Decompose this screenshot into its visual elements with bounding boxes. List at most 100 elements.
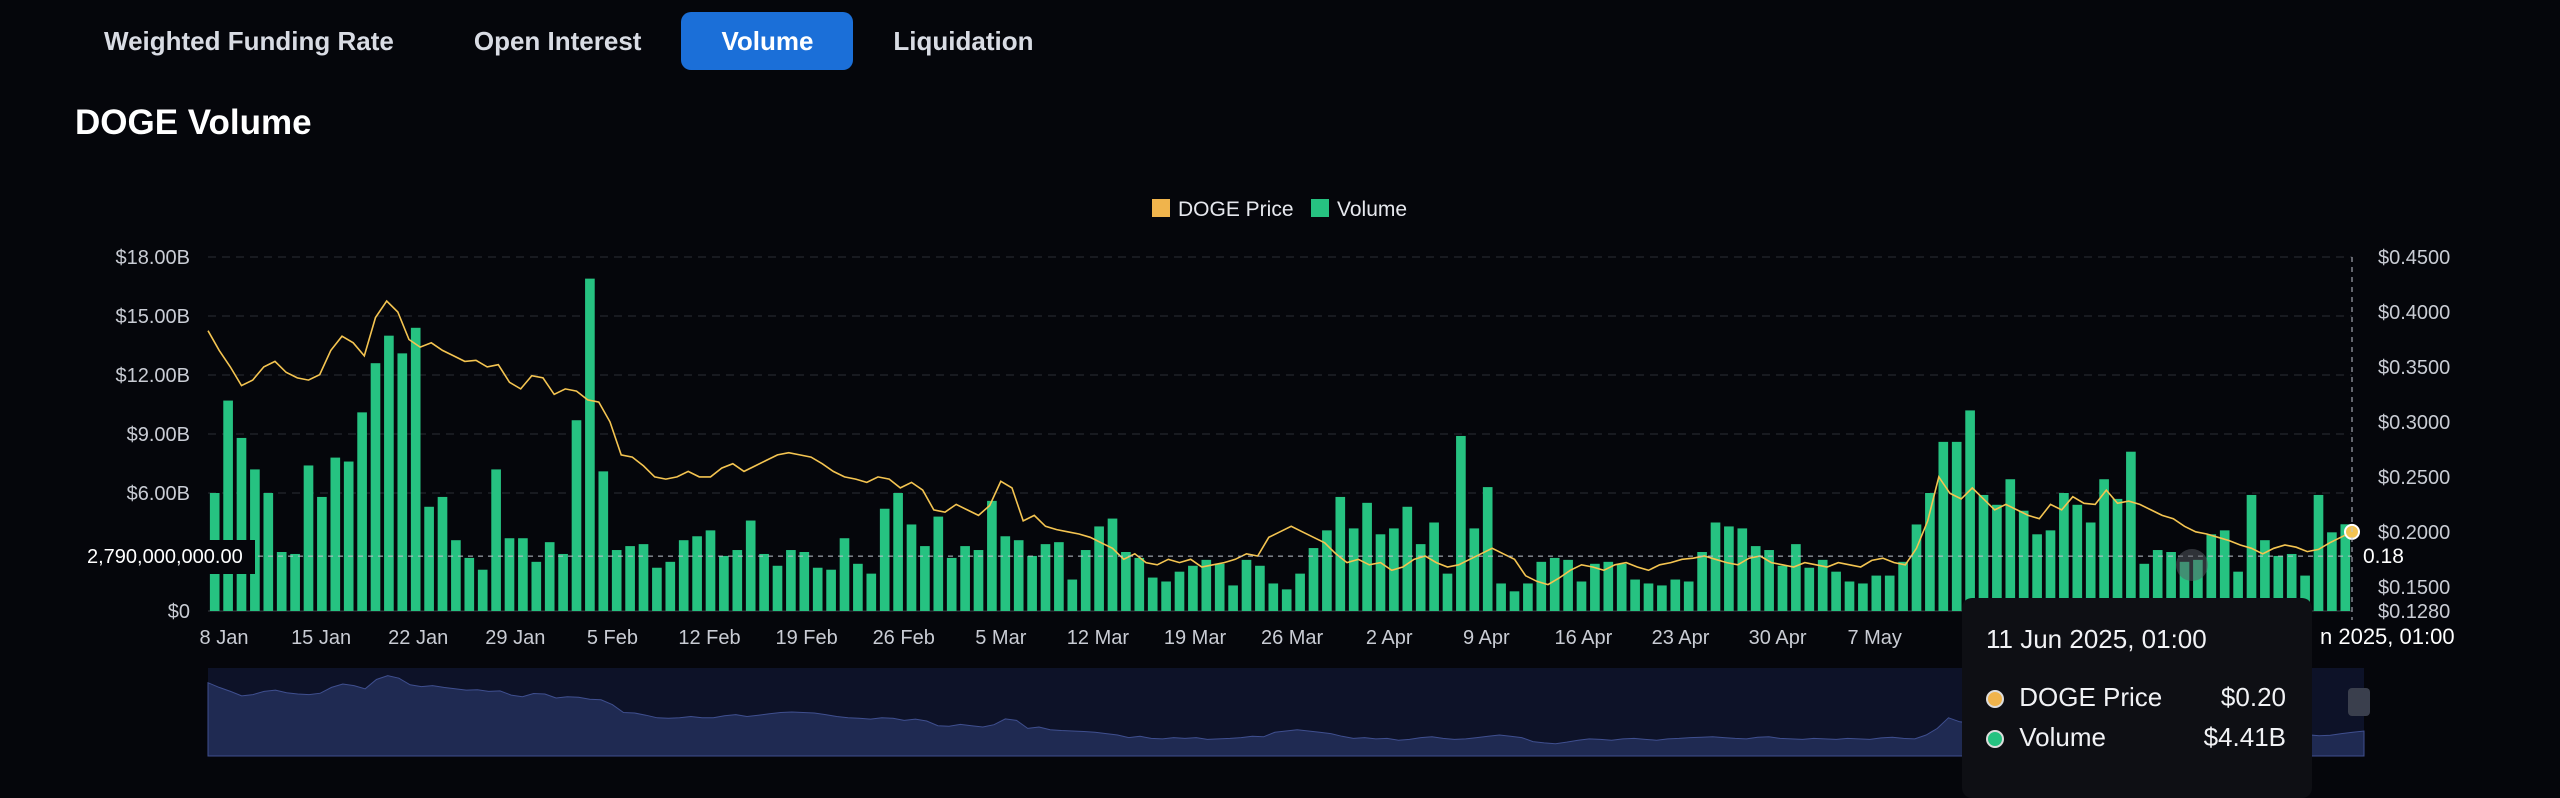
volume-bar xyxy=(1214,563,1225,611)
volume-bar xyxy=(2286,553,2297,611)
volume-bar xyxy=(2273,555,2284,611)
volume-bar xyxy=(1536,561,1547,611)
volume-bar xyxy=(665,561,676,611)
volume-bar xyxy=(799,552,810,611)
metric-tabs: Weighted Funding Rate Open Interest Volu… xyxy=(64,12,1074,70)
volume-bar xyxy=(384,335,394,611)
volume-bar xyxy=(719,555,729,611)
volume-bar xyxy=(732,550,743,611)
x-tick-label: 26 Mar xyxy=(1261,627,1324,649)
x-tick-label: 15 Jan xyxy=(291,627,351,649)
volume-bar xyxy=(2327,532,2337,611)
volume-bar xyxy=(2166,552,2176,611)
volume-bar xyxy=(491,469,501,611)
legend-label-volume: Volume xyxy=(1337,198,1407,221)
volume-bar xyxy=(826,569,836,611)
tab-weighted-funding-rate[interactable]: Weighted Funding Rate xyxy=(104,25,394,56)
volume-bar xyxy=(946,557,957,611)
tooltip-row-volume: Volume $4.41B xyxy=(1986,722,2286,753)
volume-bar xyxy=(236,437,247,611)
y-right-tick-label: $0.4000 xyxy=(2378,302,2450,324)
volume-bar xyxy=(518,538,528,611)
volume-bar xyxy=(370,363,381,611)
x-tick-label: 22 Jan xyxy=(388,627,448,649)
tooltip-volume-label: Volume xyxy=(2019,722,2106,752)
volume-bar xyxy=(879,508,890,611)
volume-bar xyxy=(1603,561,1614,611)
volume-bar xyxy=(1268,583,1279,611)
volume-bar xyxy=(1978,494,1989,611)
volume-bar xyxy=(1496,583,1506,611)
x-tick-label: 9 Apr xyxy=(1463,627,1510,649)
volume-bar xyxy=(451,540,461,611)
volume-bars xyxy=(209,278,2351,611)
volume-bar xyxy=(1670,579,1681,611)
x-tick-label: 26 Feb xyxy=(873,627,935,649)
x-tick-label: 30 Apr xyxy=(1749,627,1807,649)
volume-bar xyxy=(960,546,970,611)
volume-bar xyxy=(357,412,367,611)
legend-swatch-volume xyxy=(1311,199,1329,217)
volume-bar xyxy=(1241,559,1252,611)
volume-bar xyxy=(1938,441,1949,611)
volume-bar xyxy=(1121,552,1131,611)
tab-open-interest[interactable]: Open Interest xyxy=(473,25,642,56)
navigator-handle[interactable] xyxy=(2348,688,2370,716)
volume-bar xyxy=(1402,506,1413,611)
volume-bar xyxy=(1523,583,1533,611)
volume-bar xyxy=(1791,544,1801,611)
volume-bar xyxy=(1013,540,1024,611)
volume-bar xyxy=(1965,410,1975,611)
volume-bar xyxy=(531,561,542,611)
volume-bar xyxy=(1764,550,1774,611)
y-right-tick-label: $0.3000 xyxy=(2378,412,2450,434)
volume-bar xyxy=(1549,557,1560,611)
tab-volume[interactable]: Volume xyxy=(681,12,854,70)
volume-bar xyxy=(1107,518,1118,611)
volume-bar xyxy=(276,552,287,611)
volume-bar xyxy=(1228,585,1238,611)
volume-bar xyxy=(933,516,944,611)
volume-bar xyxy=(1429,522,1439,611)
volume-bar xyxy=(1308,548,1319,611)
volume-bar xyxy=(290,553,300,611)
volume-bar xyxy=(1925,493,1935,611)
volume-bar xyxy=(330,457,341,611)
volume-bar xyxy=(1000,536,1011,611)
x-tick-label: 12 Mar xyxy=(1067,627,1130,649)
volume-bar xyxy=(2193,559,2203,611)
volume-bar xyxy=(652,567,662,611)
volume-bar xyxy=(1831,571,1841,611)
volume-bar xyxy=(1469,528,1480,611)
volume-bar xyxy=(2139,563,2150,611)
volume-bar xyxy=(263,493,274,611)
volume-bar xyxy=(1080,550,1091,611)
volume-bar xyxy=(2005,479,2016,611)
volume-bar xyxy=(2219,530,2230,611)
volume-bar xyxy=(1362,502,1372,611)
volume-bar xyxy=(544,542,555,611)
volume-dot-icon xyxy=(1986,730,2004,749)
cursor-price-label: 0.18 xyxy=(2353,542,2414,572)
x-tick-label: 5 Mar xyxy=(975,627,1026,649)
chart-legend: DOGE Price Volume xyxy=(1152,198,1407,221)
volume-bar xyxy=(504,538,515,611)
watermark-logo-icon xyxy=(2176,549,2208,581)
volume-bar xyxy=(1777,565,1788,611)
volume-bar xyxy=(1911,524,1922,611)
volume-bar xyxy=(2246,494,2257,611)
volume-bar xyxy=(2045,530,2056,611)
volume-bar xyxy=(1134,557,1145,611)
volume-bar xyxy=(1335,496,1346,611)
tab-liquidation[interactable]: Liquidation xyxy=(893,25,1034,56)
volume-bar xyxy=(1188,565,1198,611)
volume-bar xyxy=(1161,581,1171,611)
volume-bar xyxy=(2233,571,2243,611)
page-title: DOGE Volume xyxy=(75,103,312,142)
volume-bar xyxy=(1817,559,1828,611)
volume-bar xyxy=(343,461,354,611)
volume-bar xyxy=(772,565,783,611)
volume-bar xyxy=(317,496,327,611)
tooltip-price-value: $0.20 xyxy=(2220,682,2286,712)
volume-bar xyxy=(464,557,475,611)
